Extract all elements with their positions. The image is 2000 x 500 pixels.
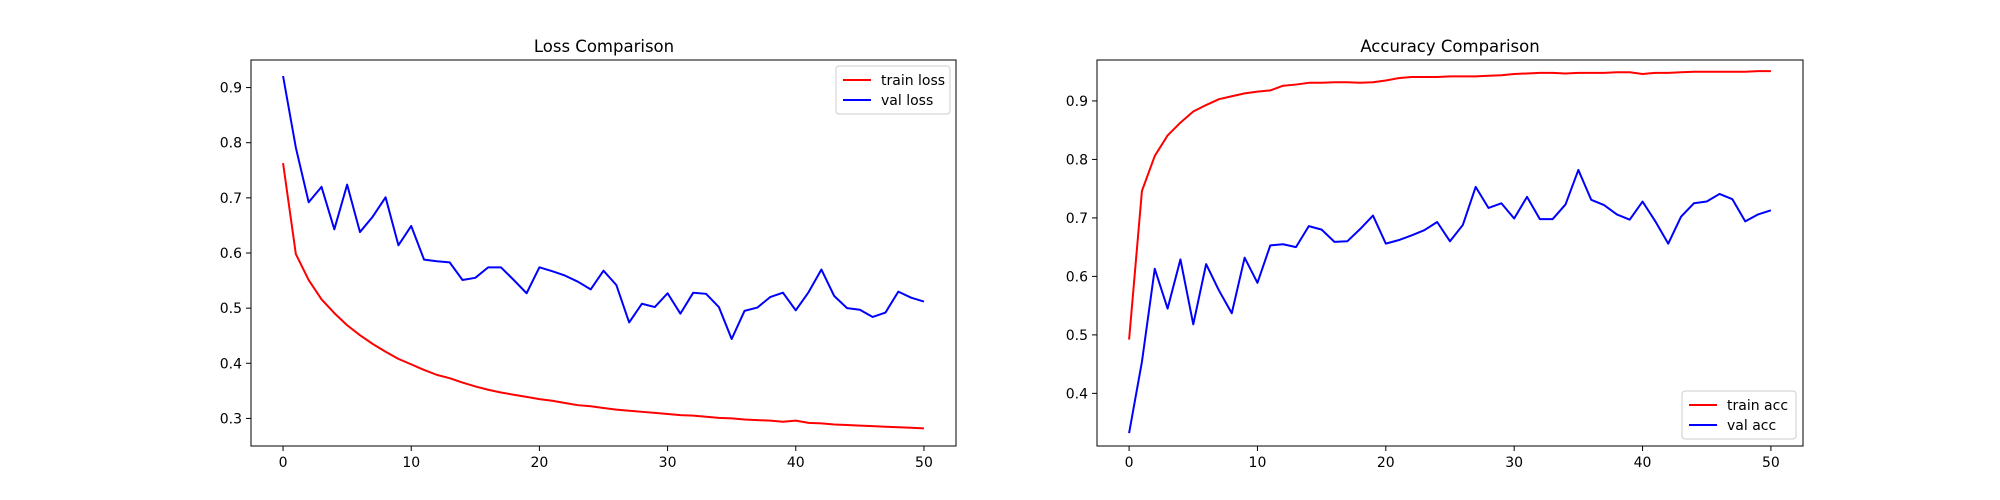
loss-x-tick-label-20: 20 — [530, 455, 548, 471]
accuracy-x-tick-label-20: 20 — [1377, 455, 1395, 471]
loss-y-tick-label-0.8: 0.8 — [220, 136, 242, 152]
loss-legend: train loss val loss — [835, 65, 951, 115]
loss-x-tick-label-50: 50 — [915, 455, 933, 471]
series-line-train-loss — [282, 162, 924, 430]
loss-y-tick-label-0.6: 0.6 — [220, 246, 242, 262]
accuracy-x-tick-label-0: 0 — [1125, 455, 1134, 471]
accuracy-plot-area: 0 10 20 30 40 50 0.4 0.5 0.6 0.7 0.8 0.9 — [1066, 70, 1780, 471]
series-line-val-loss — [282, 75, 925, 341]
loss-x-tick-label-30: 30 — [659, 455, 677, 471]
accuracy-y-tick-label-0.5: 0.5 — [1066, 328, 1088, 344]
loss-y-tick-label-0.3: 0.3 — [220, 411, 242, 427]
series-line-train-acc — [1128, 70, 1771, 340]
loss-y-tick-label-0.7: 0.7 — [220, 191, 242, 207]
accuracy-legend-box — [1681, 390, 1797, 440]
accuracy-y-tick-label-0.9: 0.9 — [1066, 94, 1088, 110]
series-line-val-acc — [1128, 168, 1772, 434]
accuracy-y-tick-label-0.6: 0.6 — [1066, 269, 1088, 285]
loss-x-tick-label-0: 0 — [279, 455, 288, 471]
accuracy-x-tick-label-50: 50 — [1762, 455, 1780, 471]
loss-y-tick-label-0.4: 0.4 — [220, 356, 242, 372]
legend-label-val-acc: val acc — [1727, 418, 1776, 434]
accuracy-x-tick-label-10: 10 — [1249, 455, 1267, 471]
accuracy-x-tick-label-30: 30 — [1505, 455, 1523, 471]
accuracy-axes-frame — [1096, 59, 1804, 447]
loss-y-tick-label-0.9: 0.9 — [220, 81, 242, 97]
loss-axes-frame — [250, 59, 957, 447]
accuracy-x-tick-label-40: 40 — [1634, 455, 1652, 471]
loss-y-tick-label-0.5: 0.5 — [220, 301, 242, 317]
legend-label-train-loss: train loss — [881, 73, 945, 89]
legend-label-train-acc: train acc — [1727, 398, 1788, 414]
loss-chart: Loss Comparison 0 10 20 30 40 500.30.40.50.60… — [220, 37, 957, 471]
accuracy-y-tick-label-0.8: 0.8 — [1066, 152, 1088, 168]
legend-label-val-loss: val loss — [881, 93, 933, 109]
accuracy-y-tick-label-0.7: 0.7 — [1066, 211, 1088, 227]
loss-plot-area: 0 10 20 30 40 50 0.3 0.4 0.5 0.6 0.7 0.8 0.9 — [220, 75, 933, 471]
loss-x-tick-label-10: 10 — [402, 455, 420, 471]
loss-x-tick-label-40: 40 — [787, 455, 805, 471]
loss-legend-box — [835, 65, 951, 115]
accuracy-chart: Accuracy Comparison 0 10 20 30 40 50 0.4 0.5 0.6… — [1066, 37, 1804, 471]
accuracy-y-tick-label-0.4: 0.4 — [1066, 386, 1088, 402]
loss-chart-title: Loss Comparison — [534, 37, 674, 56]
accuracy-chart-title: Accuracy Comparison — [1360, 37, 1539, 56]
accuracy-legend: train acc val acc — [1681, 390, 1797, 440]
